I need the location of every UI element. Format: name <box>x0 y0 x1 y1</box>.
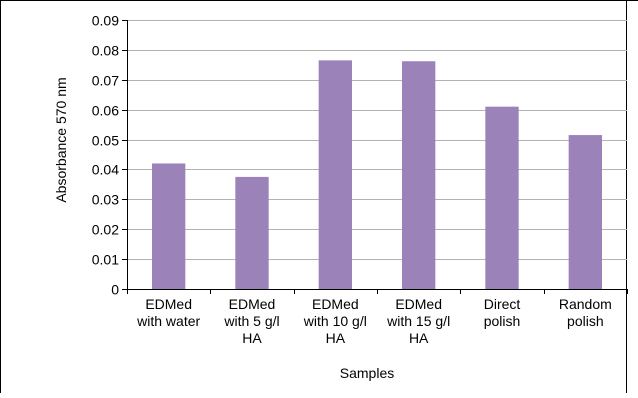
y-tick-labels: 0 0.01 0.02 0.03 0.04 0.05 0.06 0.07 0.08 0.09 <box>92 13 119 298</box>
y-tick-label: 0.02 <box>92 222 119 238</box>
axes <box>122 20 628 294</box>
bar <box>568 135 602 289</box>
x-tick-label: EDMed with 10 g/l HA <box>303 296 367 346</box>
x-tick-label: Random polish <box>559 296 612 329</box>
x-tick-labels: EDMed with water EDMed with 5 g/l HA EDMed wit… <box>136 296 612 346</box>
gridlines <box>127 20 627 260</box>
y-tick-label: 0.03 <box>92 192 119 208</box>
x-tick-label: Direct polish <box>484 296 521 329</box>
y-axis-title: Absorbance 570 nm <box>53 77 69 202</box>
y-tick-label: 0.09 <box>92 13 119 29</box>
bar <box>318 60 352 289</box>
bar <box>485 106 519 289</box>
x-tick-label: EDMed with 15 g/l HA <box>386 296 450 346</box>
y-tick-label: 0.08 <box>92 43 119 59</box>
bar <box>402 61 436 289</box>
y-tick-label: 0 <box>111 282 119 298</box>
bar <box>235 176 269 289</box>
y-tick-label: 0.01 <box>92 252 119 268</box>
y-tick-label: 0.07 <box>92 73 119 89</box>
bars <box>152 60 602 289</box>
x-tick-label: EDMed with water <box>136 296 200 329</box>
y-tick-label: 0.04 <box>92 162 119 178</box>
bar <box>152 163 186 289</box>
x-tick-label: EDMed with 5 g/l HA <box>223 296 279 346</box>
x-axis-title: Samples <box>340 365 394 381</box>
y-tick-label: 0.06 <box>92 103 119 119</box>
y-tick-label: 0.05 <box>92 133 119 149</box>
